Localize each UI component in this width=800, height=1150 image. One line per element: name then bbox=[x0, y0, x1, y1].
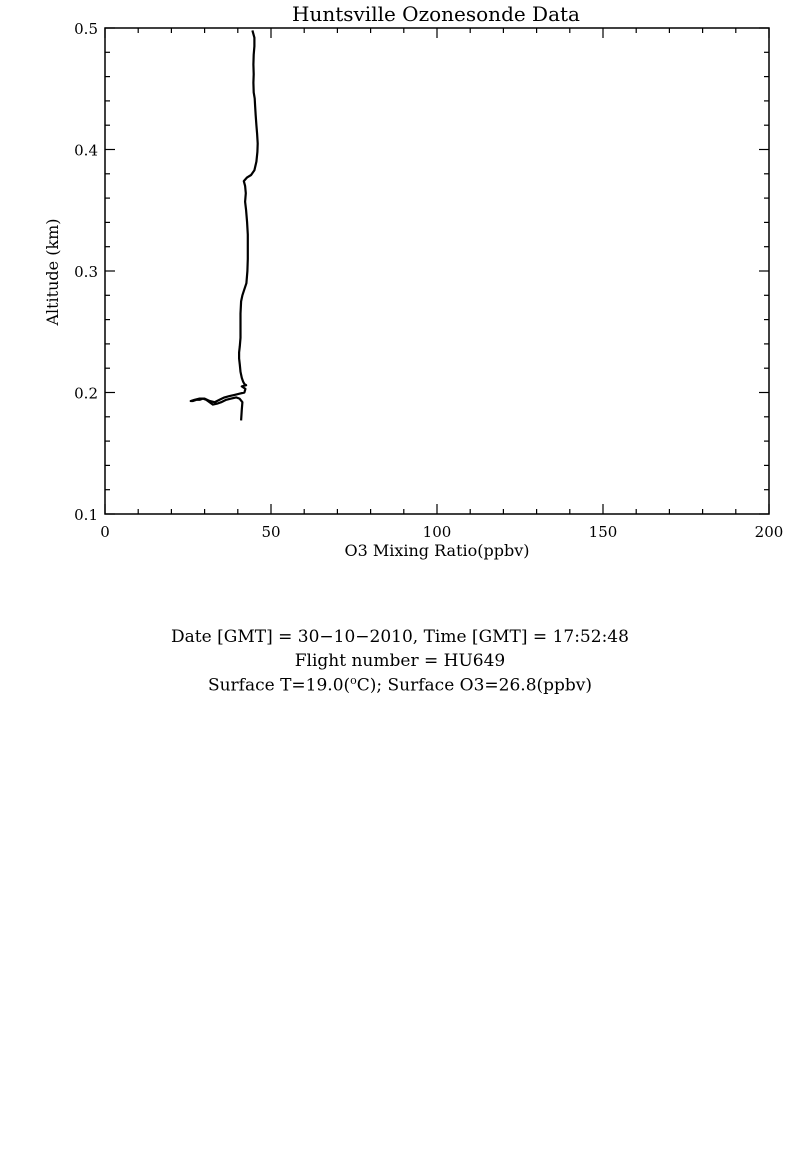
ozonesonde-chart: Huntsville Ozonesonde Data 0 50 100 150 200 … bbox=[43, 2, 783, 560]
chart-title: Huntsville Ozonesonde Data bbox=[292, 2, 580, 26]
x-tick-label: 0 bbox=[100, 523, 110, 541]
date-time-line: Date [GMT] = 30−10−2010, Time [GMT] = 17… bbox=[171, 627, 629, 647]
flight-number-line: Flight number = HU649 bbox=[294, 651, 506, 671]
y-tick-label: 0.1 bbox=[74, 506, 98, 524]
y-tick-labels: 0.1 0.2 0.3 0.4 0.5 bbox=[74, 20, 98, 524]
surface-readings-line: Surface T=19.0(oC); Surface O3=26.8(ppbv… bbox=[0, 674, 800, 696]
y-tick-label: 0.4 bbox=[74, 142, 98, 160]
x-tick-labels: 0 50 100 150 200 bbox=[100, 523, 783, 541]
x-tick-label: 50 bbox=[261, 523, 280, 541]
x-axis-label: O3 Mixing Ratio(ppbv) bbox=[344, 541, 529, 560]
y-tick-label: 0.3 bbox=[74, 263, 98, 281]
y-axis-label: Altitude (km) bbox=[43, 218, 62, 326]
surface-t-suffix: C); Surface O3=26.8(ppbv) bbox=[356, 675, 593, 696]
surface-t-prefix: Surface T=19.0( bbox=[207, 675, 351, 696]
x-tick-label: 100 bbox=[423, 523, 452, 541]
axis-ticks bbox=[104, 27, 770, 515]
x-tick-label: 150 bbox=[589, 523, 618, 541]
plot-frame bbox=[104, 27, 770, 515]
ozone-profile-line bbox=[189, 30, 259, 421]
y-tick-label: 0.5 bbox=[74, 20, 98, 38]
degree-sup: o bbox=[350, 674, 357, 687]
y-tick-label: 0.2 bbox=[74, 385, 98, 403]
x-tick-label: 200 bbox=[755, 523, 784, 541]
